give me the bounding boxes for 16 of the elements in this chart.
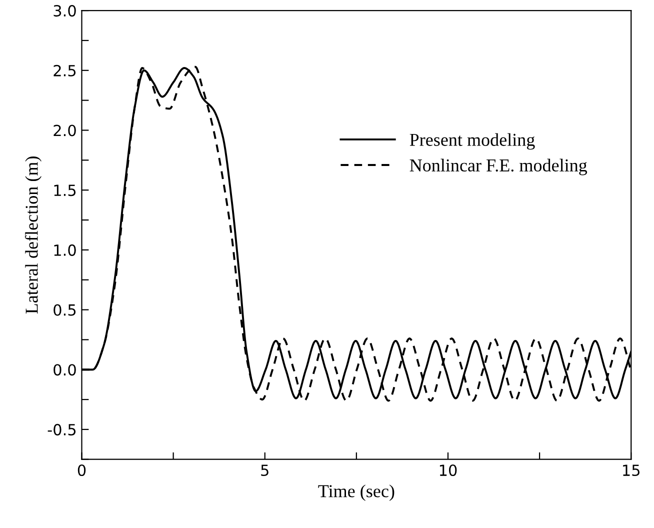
- legend-label: Present modeling: [410, 133, 535, 150]
- y-tick-label: 2.0: [54, 124, 76, 136]
- x-tick-label: 15: [623, 464, 640, 476]
- y-tick-label: 2.5: [54, 64, 76, 76]
- y-axis-title: Lateral deflection (m): [24, 156, 42, 314]
- y-tick-label: 0.0: [54, 364, 76, 376]
- x-tick-label: 10: [440, 464, 457, 476]
- y-tick-label: 1.0: [54, 244, 76, 256]
- x-tick-label: 0: [78, 464, 86, 476]
- y-tick-label: 0.5: [54, 304, 76, 316]
- y-tick-label: 3.0: [54, 5, 76, 17]
- y-tick-label: 1.5: [54, 184, 76, 196]
- legend-label: Nonlincar F.E. modeling: [410, 158, 588, 176]
- y-tick-label: -0.5: [48, 424, 76, 436]
- x-axis-title: Time (sec): [318, 484, 394, 501]
- x-tick-label: 5: [261, 464, 268, 476]
